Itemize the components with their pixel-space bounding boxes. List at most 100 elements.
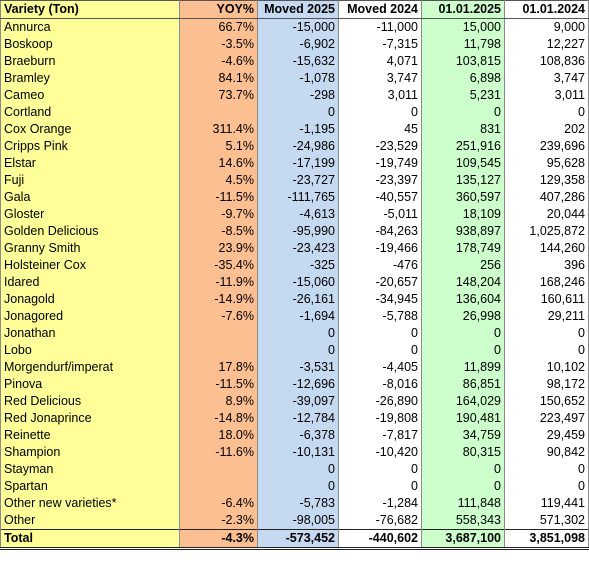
stock-2025-cell: 148,204 bbox=[421, 274, 505, 291]
total-moved-2025: -573,452 bbox=[257, 529, 339, 550]
moved-2024-cell: -4,405 bbox=[338, 359, 422, 376]
variety-cell: Golden Delicious bbox=[0, 223, 180, 240]
variety-cell: Jonathan bbox=[0, 325, 180, 342]
moved-2024-cell: 3,011 bbox=[338, 87, 422, 104]
yoy-cell bbox=[179, 478, 258, 495]
moved-2025-cell: -325 bbox=[257, 257, 339, 274]
moved-2024-cell: 4,071 bbox=[338, 53, 422, 70]
stock-2025-cell: 80,315 bbox=[421, 444, 505, 461]
yoy-cell: 18.0% bbox=[179, 427, 258, 444]
total-yoy: -4.3% bbox=[179, 529, 258, 550]
moved-2024-cell: -40,557 bbox=[338, 189, 422, 206]
stock-2024-cell: 129,358 bbox=[504, 172, 589, 189]
yoy-cell bbox=[179, 342, 258, 359]
yoy-cell: -35.4% bbox=[179, 257, 258, 274]
stock-2025-cell: 109,545 bbox=[421, 155, 505, 172]
stock-2025-cell: 0 bbox=[421, 104, 505, 121]
table-row: Lobo 0 0 0 0 bbox=[0, 342, 589, 359]
moved-2025-cell: -15,632 bbox=[257, 53, 339, 70]
moved-2024-cell: -7,817 bbox=[338, 427, 422, 444]
yoy-cell: 14.6% bbox=[179, 155, 258, 172]
yoy-cell: -2.3% bbox=[179, 512, 258, 530]
moved-2025-cell: -95,990 bbox=[257, 223, 339, 240]
header-variety: Variety (Ton) bbox=[0, 0, 180, 19]
yoy-cell: 5.1% bbox=[179, 138, 258, 155]
table-body: Annurca 66.7% -15,000 -11,000 15,000 9,000 Bos… bbox=[0, 18, 589, 530]
variety-cell: Shampion bbox=[0, 444, 180, 461]
moved-2024-cell: -23,397 bbox=[338, 172, 422, 189]
moved-2024-cell: -23,529 bbox=[338, 138, 422, 155]
yoy-cell: 84.1% bbox=[179, 70, 258, 87]
moved-2025-cell: -26,161 bbox=[257, 291, 339, 308]
table-row: Gala -11.5% -111,765 -40,557 360,597 407,286 bbox=[0, 189, 589, 206]
table-row: Idared -11.9% -15,060 -20,657 148,204 168,246 bbox=[0, 274, 589, 291]
moved-2025-cell: 0 bbox=[257, 325, 339, 342]
stock-2025-cell: 18,109 bbox=[421, 206, 505, 223]
variety-cell: Morgendurf/imperat bbox=[0, 359, 180, 376]
stock-2024-cell: 29,211 bbox=[504, 308, 589, 325]
yoy-cell: -7.6% bbox=[179, 308, 258, 325]
variety-cell: Jonagored bbox=[0, 308, 180, 325]
stock-2024-cell: 168,246 bbox=[504, 274, 589, 291]
moved-2025-cell: 0 bbox=[257, 478, 339, 495]
table-row: Holsteiner Cox -35.4% -325 -476 256 396 bbox=[0, 257, 589, 274]
moved-2024-cell: -20,657 bbox=[338, 274, 422, 291]
stock-2024-cell: 29,459 bbox=[504, 427, 589, 444]
stock-2024-cell: 202 bbox=[504, 121, 589, 138]
stock-2024-cell: 223,497 bbox=[504, 410, 589, 427]
stock-2024-cell: 108,836 bbox=[504, 53, 589, 70]
stock-2025-cell: 135,127 bbox=[421, 172, 505, 189]
table-row: Cripps Pink 5.1% -24,986 -23,529 251,916 239,… bbox=[0, 138, 589, 155]
stock-2024-cell: 150,652 bbox=[504, 393, 589, 410]
moved-2025-cell: -17,199 bbox=[257, 155, 339, 172]
stock-2024-cell: 407,286 bbox=[504, 189, 589, 206]
moved-2024-cell: -84,263 bbox=[338, 223, 422, 240]
stock-2024-cell: 3,747 bbox=[504, 70, 589, 87]
variety-cell: Spartan bbox=[0, 478, 180, 495]
moved-2025-cell: -1,195 bbox=[257, 121, 339, 138]
variety-cell: Red Delicious bbox=[0, 393, 180, 410]
stock-2025-cell: 136,604 bbox=[421, 291, 505, 308]
total-row: Total -4.3% -573,452 -440,602 3,687,100 … bbox=[0, 529, 589, 550]
yoy-cell: 66.7% bbox=[179, 18, 258, 36]
yoy-cell: -11.9% bbox=[179, 274, 258, 291]
moved-2025-cell: -4,613 bbox=[257, 206, 339, 223]
yoy-cell: -8.5% bbox=[179, 223, 258, 240]
moved-2024-cell: -26,890 bbox=[338, 393, 422, 410]
table-row: Other -2.3% -98,005 -76,682 558,343 571,302 bbox=[0, 512, 589, 530]
stock-2025-cell: 15,000 bbox=[421, 18, 505, 36]
moved-2025-cell: -98,005 bbox=[257, 512, 339, 530]
header-stock-2024: 01.01.2024 bbox=[504, 0, 589, 19]
total-label: Total bbox=[0, 529, 180, 550]
moved-2025-cell: -24,986 bbox=[257, 138, 339, 155]
yoy-cell: -6.4% bbox=[179, 495, 258, 512]
variety-cell: Boskoop bbox=[0, 36, 180, 53]
moved-2024-cell: -5,011 bbox=[338, 206, 422, 223]
table-row: Boskoop -3.5% -6,902 -7,315 11,798 12,227 bbox=[0, 36, 589, 53]
stock-2024-cell: 3,011 bbox=[504, 87, 589, 104]
table-row: Pinova -11.5% -12,696 -8,016 86,851 98,172 bbox=[0, 376, 589, 393]
moved-2024-cell: -76,682 bbox=[338, 512, 422, 530]
table-row: Bramley 84.1% -1,078 3,747 6,898 3,747 bbox=[0, 70, 589, 87]
stock-2025-cell: 256 bbox=[421, 257, 505, 274]
moved-2024-cell: 0 bbox=[338, 342, 422, 359]
moved-2024-cell: -19,808 bbox=[338, 410, 422, 427]
stock-2025-cell: 831 bbox=[421, 121, 505, 138]
table-row: Other new varieties* -6.4% -5,783 -1,284 111… bbox=[0, 495, 589, 512]
stock-2024-cell: 0 bbox=[504, 104, 589, 121]
stock-2025-cell: 164,029 bbox=[421, 393, 505, 410]
moved-2025-cell: 0 bbox=[257, 461, 339, 478]
header-moved-2024: Moved 2024 bbox=[338, 0, 422, 19]
yoy-cell: -14.8% bbox=[179, 410, 258, 427]
stock-2024-cell: 0 bbox=[504, 461, 589, 478]
stock-2024-cell: 98,172 bbox=[504, 376, 589, 393]
table-row: Red Delicious 8.9% -39,097 -26,890 164,029 15… bbox=[0, 393, 589, 410]
moved-2025-cell: -6,902 bbox=[257, 36, 339, 53]
moved-2025-cell: 0 bbox=[257, 342, 339, 359]
yoy-cell: -11.5% bbox=[179, 376, 258, 393]
yoy-cell bbox=[179, 104, 258, 121]
stock-2024-cell: 0 bbox=[504, 478, 589, 495]
moved-2024-cell: -11,000 bbox=[338, 18, 422, 36]
table-row: Jonagored -7.6% -1,694 -5,788 26,998 29,211 bbox=[0, 308, 589, 325]
variety-cell: Fuji bbox=[0, 172, 180, 189]
